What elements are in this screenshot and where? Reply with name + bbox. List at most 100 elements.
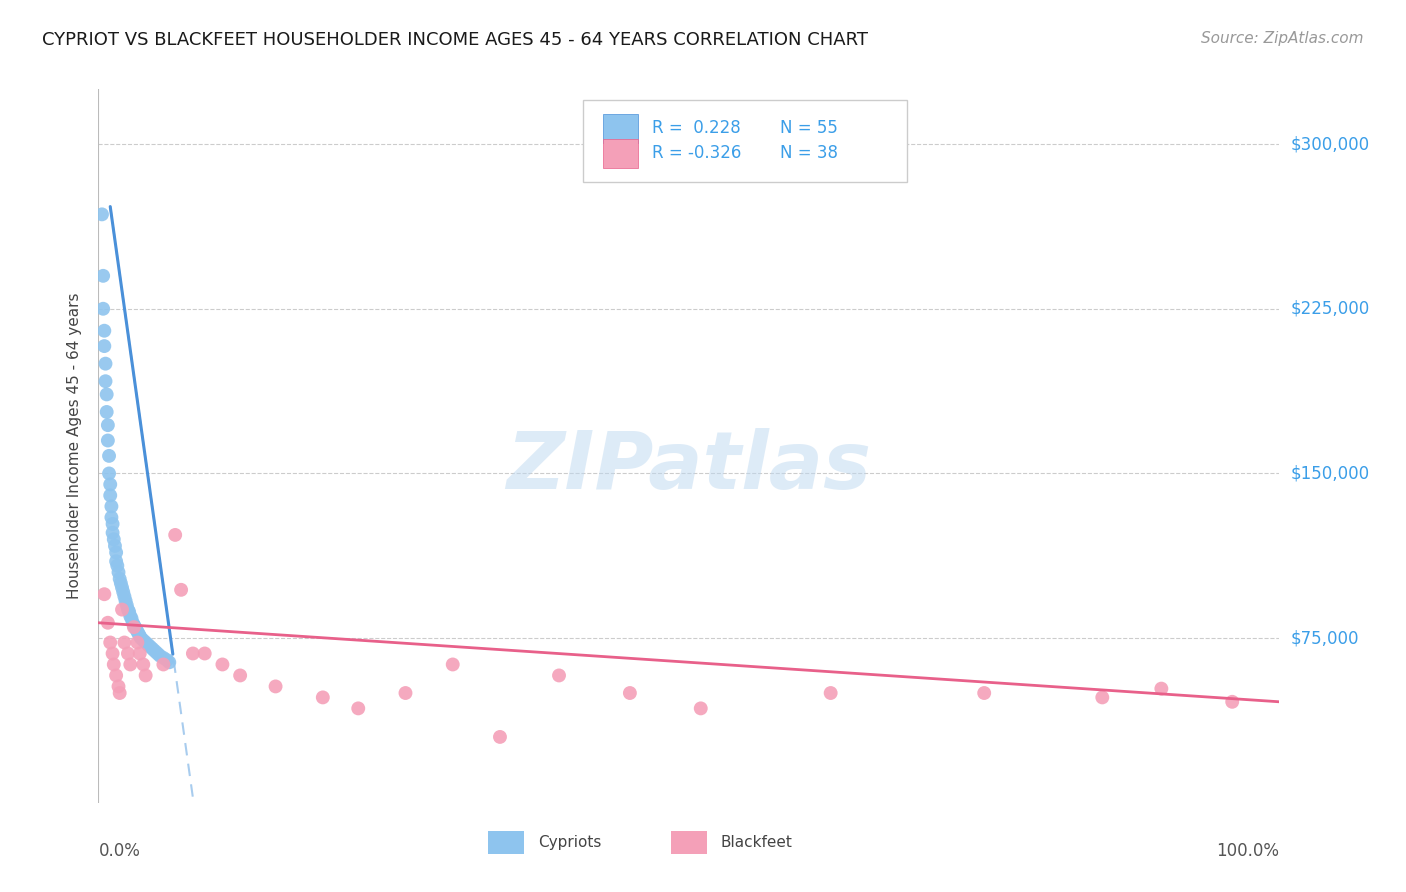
Text: Blackfeet: Blackfeet (721, 835, 793, 850)
Point (93, 339, 115, 353)
Y-axis label: Householder Income Ages 45 - 64 years: Householder Income Ages 45 - 64 years (67, 293, 83, 599)
Text: $75,000: $75,000 (1291, 629, 1360, 647)
Point (132, 657, 155, 672)
Point (135, 668, 157, 682)
Point (107, 566, 129, 580)
Point (146, 647, 169, 661)
Point (122, 620, 145, 634)
Point (128, 647, 150, 661)
Point (489, 730, 512, 744)
Text: R = -0.326: R = -0.326 (652, 145, 742, 162)
Point (121, 615, 143, 630)
Point (98, 467, 121, 481)
Point (441, 657, 464, 672)
Text: N = 55: N = 55 (780, 120, 838, 137)
Point (149, 648, 172, 663)
Point (165, 528, 187, 542)
Point (142, 642, 165, 657)
Point (105, 545, 128, 559)
Point (110, 576, 132, 591)
Point (136, 638, 159, 652)
Point (548, 668, 571, 682)
Text: $225,000: $225,000 (1291, 300, 1369, 318)
Point (108, 686, 131, 700)
Point (91, 268, 114, 283)
Text: R =  0.228: R = 0.228 (652, 120, 741, 137)
Text: N = 38: N = 38 (780, 145, 838, 162)
Point (101, 525, 124, 540)
Point (105, 668, 128, 682)
Point (619, 686, 641, 700)
FancyBboxPatch shape (582, 100, 907, 182)
Point (94, 357, 117, 371)
Point (125, 623, 148, 637)
Point (111, 581, 134, 595)
Point (100, 500, 122, 514)
Point (97, 418, 120, 433)
Point (94, 374, 117, 388)
Point (96, 387, 118, 401)
Point (96, 405, 118, 419)
Point (129, 631, 152, 645)
Point (152, 651, 174, 665)
Point (170, 582, 193, 597)
Text: 0.0%: 0.0% (98, 842, 141, 860)
Point (115, 598, 138, 612)
Point (128, 629, 150, 643)
Point (394, 686, 416, 700)
Point (120, 657, 142, 672)
Point (100, 510, 122, 524)
Point (118, 605, 141, 619)
Point (127, 624, 149, 639)
Point (91, 301, 114, 316)
Point (347, 701, 370, 715)
Point (1220, 695, 1243, 709)
Point (689, 701, 711, 715)
Point (128, 626, 150, 640)
Point (91, 207, 114, 221)
Text: 100.0%: 100.0% (1216, 842, 1279, 860)
Point (229, 668, 252, 682)
Point (211, 657, 233, 672)
Point (312, 690, 335, 705)
Text: $300,000: $300,000 (1291, 135, 1369, 153)
Point (111, 602, 134, 616)
Text: $150,000: $150,000 (1291, 465, 1369, 483)
Point (132, 633, 155, 648)
Text: CYPRIOT VS BLACKFEET HOUSEHOLDER INCOME AGES 45 - 64 YEARS CORRELATION CHART: CYPRIOT VS BLACKFEET HOUSEHOLDER INCOME … (42, 31, 868, 49)
Bar (603, 114, 638, 143)
Point (121, 611, 143, 625)
Point (98, 635, 121, 649)
Point (98, 477, 121, 491)
Bar (671, 830, 707, 855)
Point (103, 533, 125, 547)
Point (105, 554, 128, 568)
Point (143, 644, 166, 658)
Text: Cypriots: Cypriots (537, 835, 602, 850)
Point (108, 572, 131, 586)
Point (181, 647, 204, 661)
Point (127, 635, 149, 649)
Point (112, 590, 135, 604)
Point (139, 640, 162, 654)
Point (264, 680, 287, 694)
Bar (488, 830, 523, 855)
Point (117, 602, 139, 616)
Bar (603, 139, 638, 168)
Point (135, 635, 157, 649)
Point (104, 539, 127, 553)
Point (98, 449, 121, 463)
Point (117, 647, 139, 661)
Text: Source: ZipAtlas.com: Source: ZipAtlas.com (1201, 31, 1364, 46)
Point (103, 657, 125, 672)
Point (112, 585, 135, 599)
Point (973, 686, 995, 700)
Point (156, 653, 179, 667)
Point (124, 620, 146, 634)
Point (101, 647, 124, 661)
Point (107, 680, 129, 694)
Point (120, 609, 142, 624)
Point (112, 635, 135, 649)
Point (820, 686, 842, 700)
Point (97, 434, 120, 448)
